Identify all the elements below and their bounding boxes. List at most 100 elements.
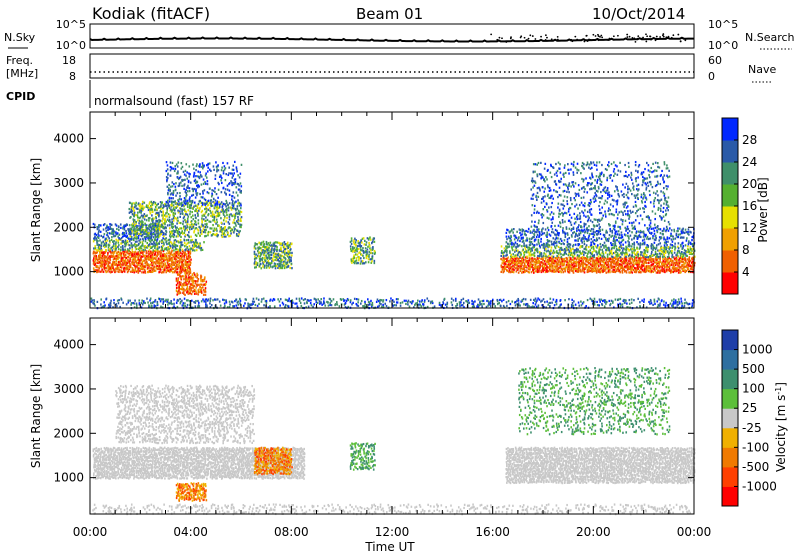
data-cell xyxy=(598,256,600,258)
noise-dot xyxy=(588,38,590,40)
data-cell xyxy=(208,221,210,223)
data-cell xyxy=(111,224,113,226)
data-cell xyxy=(291,263,293,265)
data-cell xyxy=(187,223,189,225)
data-cell xyxy=(130,232,132,234)
noise-dot xyxy=(631,37,633,39)
data-cell xyxy=(166,161,168,163)
data-cell xyxy=(157,238,159,240)
data-cell xyxy=(184,245,186,247)
data-cell xyxy=(212,216,214,218)
data-cell xyxy=(533,264,535,266)
data-cell xyxy=(623,269,625,271)
data-cell xyxy=(138,264,140,266)
data-cell xyxy=(225,200,227,202)
data-cell xyxy=(226,214,228,216)
data-cell xyxy=(98,229,100,231)
data-cell xyxy=(680,271,682,273)
data-cell xyxy=(98,235,100,237)
data-cell xyxy=(535,270,537,272)
data-cell xyxy=(603,266,605,268)
data-cell xyxy=(191,223,193,225)
data-cell xyxy=(128,229,130,231)
data-cell xyxy=(659,261,661,263)
noise-dot xyxy=(551,38,553,40)
data-cell xyxy=(94,224,96,226)
data-cell xyxy=(661,247,663,249)
data-cell xyxy=(511,242,513,244)
data-cell xyxy=(617,249,619,251)
data-cell xyxy=(241,164,243,166)
data-cell xyxy=(543,252,545,254)
data-cell xyxy=(514,238,516,240)
noise-dot xyxy=(668,36,670,38)
data-cell xyxy=(593,236,595,238)
data-cell xyxy=(101,249,103,251)
data-cell xyxy=(215,207,217,209)
data-cell xyxy=(681,261,683,263)
data-cell xyxy=(668,246,670,248)
data-cell xyxy=(190,182,192,184)
data-cell xyxy=(555,247,557,249)
data-cell xyxy=(192,194,194,196)
data-cell xyxy=(540,240,542,242)
data-cell xyxy=(217,206,219,208)
data-cell xyxy=(194,223,196,225)
data-cell xyxy=(177,205,179,207)
noise-dot xyxy=(646,35,648,37)
noise-dot xyxy=(576,39,578,41)
data-cell xyxy=(599,248,601,250)
data-cell xyxy=(566,257,568,259)
data-cell xyxy=(517,254,519,256)
data-cell xyxy=(190,289,192,291)
data-cell xyxy=(600,254,602,256)
data-cell xyxy=(528,247,530,249)
data-cell xyxy=(567,238,569,240)
data-cell xyxy=(150,212,152,214)
data-cell xyxy=(277,258,279,260)
data-cell xyxy=(190,236,192,238)
data-cell xyxy=(229,194,231,196)
data-cell xyxy=(654,269,656,271)
data-cell xyxy=(201,219,203,221)
data-cell xyxy=(142,243,144,245)
data-cell xyxy=(669,263,671,265)
data-cell xyxy=(271,254,273,256)
data-cell xyxy=(151,206,153,208)
data-cell xyxy=(573,272,575,274)
data-cell xyxy=(684,257,686,259)
data-cell xyxy=(182,204,184,206)
data-cell xyxy=(176,227,178,229)
data-cell xyxy=(356,257,358,259)
data-cell xyxy=(521,262,523,264)
data-cell xyxy=(523,259,525,261)
data-cell xyxy=(593,246,595,248)
data-cell xyxy=(222,162,224,164)
data-cell xyxy=(651,247,653,249)
data-cell xyxy=(126,250,128,252)
data-cell xyxy=(196,235,198,237)
data-cell xyxy=(204,208,206,210)
data-cell xyxy=(632,248,634,250)
data-cell xyxy=(619,263,621,265)
data-cell xyxy=(534,252,536,254)
data-cell xyxy=(159,271,161,273)
data-cell xyxy=(107,239,109,241)
data-cell xyxy=(129,202,131,204)
data-cell xyxy=(196,273,198,275)
data-cell xyxy=(594,234,596,236)
data-cell xyxy=(612,259,614,261)
data-cell xyxy=(142,226,144,228)
noise-dot xyxy=(672,34,674,36)
data-cell xyxy=(627,232,629,234)
data-cell xyxy=(539,233,541,235)
data-cell xyxy=(129,224,131,226)
data-cell xyxy=(555,234,557,236)
data-cell xyxy=(230,172,232,174)
data-cell xyxy=(123,232,125,234)
data-cell xyxy=(98,267,100,269)
data-cell xyxy=(143,271,145,273)
data-cell xyxy=(521,237,523,239)
data-cell xyxy=(183,275,185,277)
data-cell xyxy=(515,241,517,243)
